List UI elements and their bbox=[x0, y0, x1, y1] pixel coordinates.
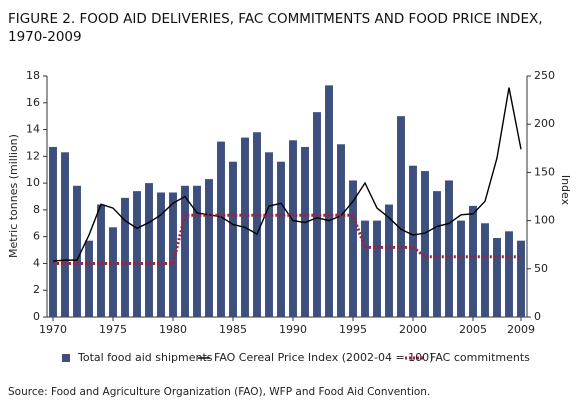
bar bbox=[409, 165, 417, 317]
bar bbox=[169, 192, 177, 317]
bar bbox=[493, 238, 501, 317]
bar bbox=[193, 185, 201, 317]
bar bbox=[289, 140, 297, 317]
source-note: Source: Food and Agriculture Organizatio… bbox=[8, 386, 431, 398]
x-tick-label: 1995 bbox=[339, 323, 367, 336]
bar bbox=[505, 231, 513, 317]
y-tick-label: 2 bbox=[33, 283, 40, 296]
bar bbox=[469, 205, 477, 317]
bar bbox=[109, 227, 117, 317]
y-tick-label: 8 bbox=[33, 203, 40, 216]
x-tick-label: 1980 bbox=[159, 323, 187, 336]
bar bbox=[361, 220, 369, 317]
bar bbox=[349, 180, 357, 317]
bar bbox=[373, 220, 381, 317]
bar bbox=[337, 144, 345, 317]
bar bbox=[385, 204, 393, 317]
y-tick-label: 6 bbox=[33, 230, 40, 243]
y-tick-label: 4 bbox=[33, 256, 40, 269]
y2-tick-label: 200 bbox=[534, 117, 555, 130]
legend-label: Total food aid shipments bbox=[77, 351, 213, 364]
x-tick-label: 1975 bbox=[99, 323, 127, 336]
dotted-line bbox=[53, 213, 521, 265]
bar bbox=[49, 146, 57, 317]
legend-label: FAC commitments bbox=[430, 351, 530, 364]
bar bbox=[277, 161, 285, 317]
y-tick-label: 0 bbox=[33, 310, 40, 323]
bar bbox=[97, 204, 105, 317]
bar bbox=[121, 197, 129, 317]
y2-tick-label: 0 bbox=[534, 310, 541, 323]
y-tick-label: 18 bbox=[26, 69, 40, 82]
x-tick-label: 2005 bbox=[459, 323, 487, 336]
bar bbox=[421, 171, 429, 317]
bar bbox=[133, 191, 141, 317]
y-tick-label: 16 bbox=[26, 96, 40, 109]
bar bbox=[85, 240, 93, 317]
line bbox=[52, 87, 522, 262]
bar bbox=[445, 180, 453, 317]
y-axis-label: Metric tonnes (million) bbox=[7, 134, 20, 258]
x-tick-label: 1970 bbox=[39, 323, 67, 336]
x-tick-label: 2009 bbox=[507, 323, 535, 336]
bar bbox=[265, 152, 273, 317]
bar bbox=[145, 183, 153, 317]
bar bbox=[517, 240, 525, 317]
bar bbox=[301, 146, 309, 317]
y2-tick-label: 100 bbox=[534, 214, 555, 227]
legend-label: FAO Cereal Price Index (2002-04 = 100) bbox=[214, 351, 433, 364]
bar bbox=[61, 152, 69, 317]
y-tick-label: 12 bbox=[26, 149, 40, 162]
bar bbox=[205, 179, 213, 317]
y2-tick-label: 250 bbox=[534, 69, 555, 82]
y2-tick-label: 150 bbox=[534, 165, 555, 178]
bar bbox=[457, 220, 465, 317]
bar bbox=[397, 116, 405, 318]
bar bbox=[181, 185, 189, 317]
legend-swatch bbox=[62, 354, 70, 362]
chart-title: FIGURE 2. FOOD AID DELIVERIES, FAC COMMI… bbox=[8, 11, 543, 45]
bar bbox=[433, 191, 441, 317]
bar bbox=[325, 85, 333, 317]
y-tick-label: 10 bbox=[26, 176, 40, 189]
bar bbox=[229, 161, 237, 317]
bar bbox=[481, 223, 489, 317]
bar bbox=[157, 192, 165, 317]
y2-tick-label: 50 bbox=[534, 262, 548, 275]
bar bbox=[217, 141, 225, 317]
chart: Metric tonnes (million) Index 0 2 4 6 8 10 12 1… bbox=[7, 69, 572, 364]
x-tick-label: 1990 bbox=[279, 323, 307, 336]
y-tick-label: 14 bbox=[26, 123, 40, 136]
bar bbox=[73, 185, 81, 317]
x-tick-label: 1985 bbox=[219, 323, 247, 336]
bar bbox=[253, 132, 261, 317]
x-tick-label: 2000 bbox=[399, 323, 427, 336]
y2-axis-label: Index bbox=[559, 175, 572, 206]
